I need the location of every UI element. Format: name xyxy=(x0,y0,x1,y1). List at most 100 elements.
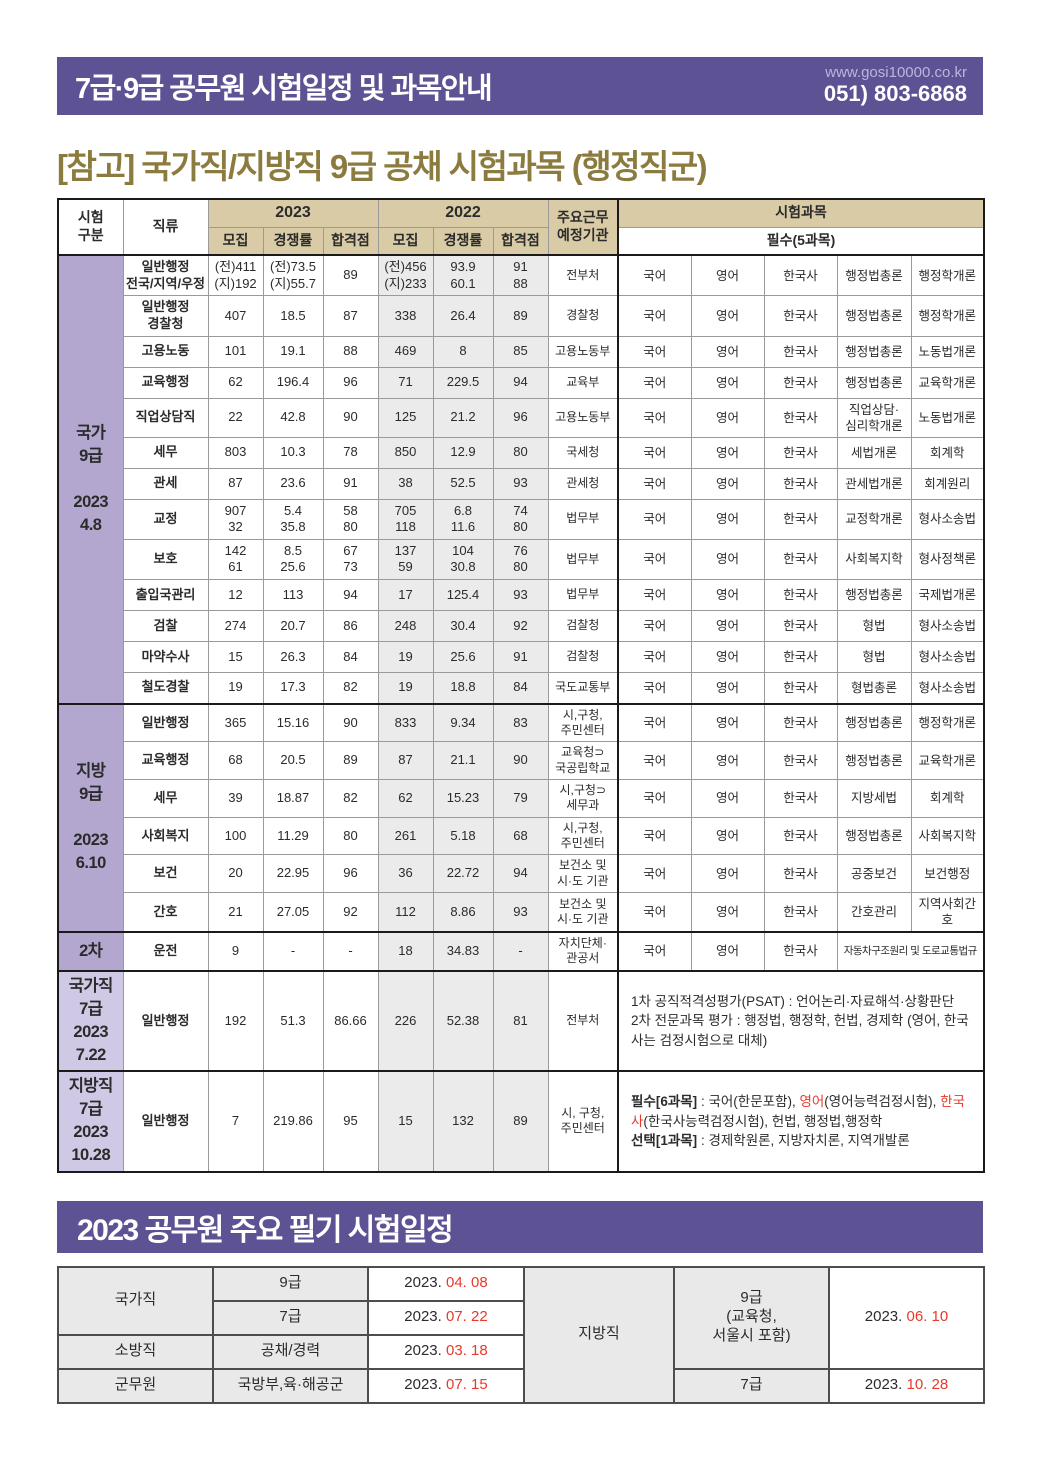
cell-series: 고용노동 xyxy=(122,335,209,368)
cell-subject: 형사소송법 xyxy=(910,672,985,704)
cell-series: 직업상담직 xyxy=(122,397,209,438)
exam-row: 2차 운전 9- -18 34.83- 자치단체· 관공서 국어 영어 한국사 자동차구조원리 및… xyxy=(57,931,985,972)
cell-subject: 회계학 xyxy=(910,436,985,469)
cell-subject: 영어 xyxy=(690,892,765,933)
cell-series: 철도경찰 xyxy=(122,672,209,704)
cell-subject: 영어 xyxy=(690,397,765,438)
cell-series: 세무 xyxy=(122,436,209,469)
cell-subject: 한국사 xyxy=(763,931,838,972)
cell-2022: 21.2 xyxy=(432,397,494,438)
cell-agency: 국세청 xyxy=(547,436,619,469)
cell-subject: 영어 xyxy=(690,467,765,500)
cell-2022: 81 xyxy=(492,969,549,1072)
cell-subject: 국어 xyxy=(617,854,692,894)
cell-2023: 96 xyxy=(322,366,379,399)
cell-2022: 93 xyxy=(492,467,549,500)
cell-series: 검찰 xyxy=(122,610,209,642)
exam-row: 마약수사 15 26.3 84 19 25.6 91 검찰청 국어 영어 한국사 형법 형사소송법 xyxy=(58,641,985,673)
cell-2023: 19 xyxy=(207,672,264,704)
cell-2023: 8.5 25.6 xyxy=(262,538,324,581)
cell-subject: 행정법총론 xyxy=(836,741,912,780)
cell-subject: 한국사 xyxy=(763,579,838,611)
cell-subject: 노동법개론 xyxy=(910,335,985,368)
cell-2022: - xyxy=(492,931,549,972)
cell-2023: 11.29 xyxy=(262,816,324,856)
cell-subject: 영어 xyxy=(690,295,765,337)
cell-subject: 영어 xyxy=(690,538,765,581)
cell-series: 관세 xyxy=(122,467,209,500)
cell-subject: 영어 xyxy=(690,641,765,673)
cell-2023: 92 xyxy=(322,892,379,933)
cell-subject: 행정법총론 xyxy=(836,295,912,337)
cell-series: 출입국관리 xyxy=(122,579,209,611)
cell-2023: 87 xyxy=(207,467,264,500)
cell-subject: 영어 xyxy=(690,335,765,368)
cell-agency: 시, 구청, 주민센터 xyxy=(547,1070,619,1173)
cell-2022: 52.5 xyxy=(432,467,494,500)
col-header-required-subjects: 필수(5과목) xyxy=(616,226,985,256)
cell-2022: 469 xyxy=(377,335,434,368)
cell-subject: 보건행정 xyxy=(910,854,985,894)
exam-row: 세무 803 10.3 78 850 12.9 80 국세청 국어 영어 한국사 세법개론 회계학 xyxy=(58,436,985,469)
cell-2023: 803 xyxy=(207,436,264,469)
cell-agency: 시,구청, 주민센터 xyxy=(547,816,619,856)
group-label-national-7: 국가직 7급 2023 7.22 xyxy=(57,969,124,1072)
cell-2023: 142 61 xyxy=(207,538,264,581)
cell-2023: 86.66 xyxy=(322,969,379,1072)
date-year: 2023. xyxy=(864,1376,903,1394)
cell-subject: 국어 xyxy=(617,366,692,399)
cell-subject: 한국사 xyxy=(763,610,838,642)
cell-agency: 법무부 xyxy=(547,579,619,611)
cell-2022: 5.18 xyxy=(432,816,494,856)
cell-subject: 한국사 xyxy=(763,335,838,368)
cell-subject: 영어 xyxy=(690,254,765,297)
cell-subject: 한국사 xyxy=(763,397,838,438)
cell-agency: 시,구청⊃ 세무과 xyxy=(547,778,619,818)
col-header-pass-2023: 합격점 xyxy=(322,226,379,256)
cell-subject: 형사정책론 xyxy=(910,538,985,581)
cell-2023: 20.7 xyxy=(262,610,324,642)
cell-subject: 영어 xyxy=(690,672,765,704)
cell-2023: 21 xyxy=(207,892,264,933)
cell-2023: - xyxy=(262,931,324,972)
cell-2023: 17.3 xyxy=(262,672,324,704)
cell-2023: 10.3 xyxy=(262,436,324,469)
cell-subject: 한국사 xyxy=(763,366,838,399)
date-month-day: 04. 08 xyxy=(446,1274,488,1292)
cell-agency: 전부처 xyxy=(547,254,619,297)
cell-subjects-note: 필수[6과목] : 국어(한문포함), 영어(영어능력검정시험), 한국사(한국… xyxy=(616,1070,985,1173)
cell-2023: 58 80 xyxy=(322,498,379,540)
cell-2023: 91 xyxy=(322,467,379,500)
cell-2022: 19 xyxy=(377,641,434,673)
cell-2023: 95 xyxy=(322,1070,379,1173)
cell-2022: 93.9 60.1 xyxy=(432,254,494,297)
cell-2023: 274 xyxy=(207,610,264,642)
cell-agency: 고용노동부 xyxy=(547,335,619,368)
cell-agency: 법무부 xyxy=(547,498,619,540)
cell-2023: 196.4 xyxy=(262,366,324,399)
cell-2022: 850 xyxy=(377,436,434,469)
cell-series: 일반행정 xyxy=(122,1070,209,1173)
cell-subject: 행정법총론 xyxy=(836,816,912,856)
cell-subject: 행정학개론 xyxy=(910,295,985,337)
cell-subject: 국어 xyxy=(617,610,692,642)
date-month-day: 06. 10 xyxy=(906,1308,949,1326)
cell-2022: 90 xyxy=(492,741,549,780)
exam-row: 관세 87 23.6 91 38 52.5 93 관세청 국어 영어 한국사 관세법개론 회계원리 xyxy=(58,467,985,500)
exam-row: 교육행정 62 196.4 96 71 229.5 94 교육부 국어 영어 한국사 행정법총론 교육학… xyxy=(58,366,985,399)
col-header-2022: 2022 xyxy=(377,198,549,228)
cell-subjects-note: 1차 공직적격성평가(PSAT) : 언어논리·자료해석·상황판단 2차 전문과목… xyxy=(616,969,985,1072)
cell-2023: 365 xyxy=(207,702,264,743)
cell-subject: 한국사 xyxy=(763,854,838,894)
cell-2022: 125.4 xyxy=(432,579,494,611)
cell-2022: 25.6 xyxy=(432,641,494,673)
schedule-level-fire: 공채/경력 xyxy=(212,1333,369,1370)
cell-2023: 62 xyxy=(207,366,264,399)
cell-subject: 한국사 xyxy=(763,295,838,337)
cell-2023: 407 xyxy=(207,295,264,337)
group-label-local-9: 지방 9급 2023 6.10 xyxy=(57,702,124,933)
col-header-exam-type: 시험 구분 xyxy=(57,198,124,256)
cell-2023: 5.4 35.8 xyxy=(262,498,324,540)
cell-subject: 국어 xyxy=(617,335,692,368)
cell-agency: 검찰청 xyxy=(547,610,619,642)
